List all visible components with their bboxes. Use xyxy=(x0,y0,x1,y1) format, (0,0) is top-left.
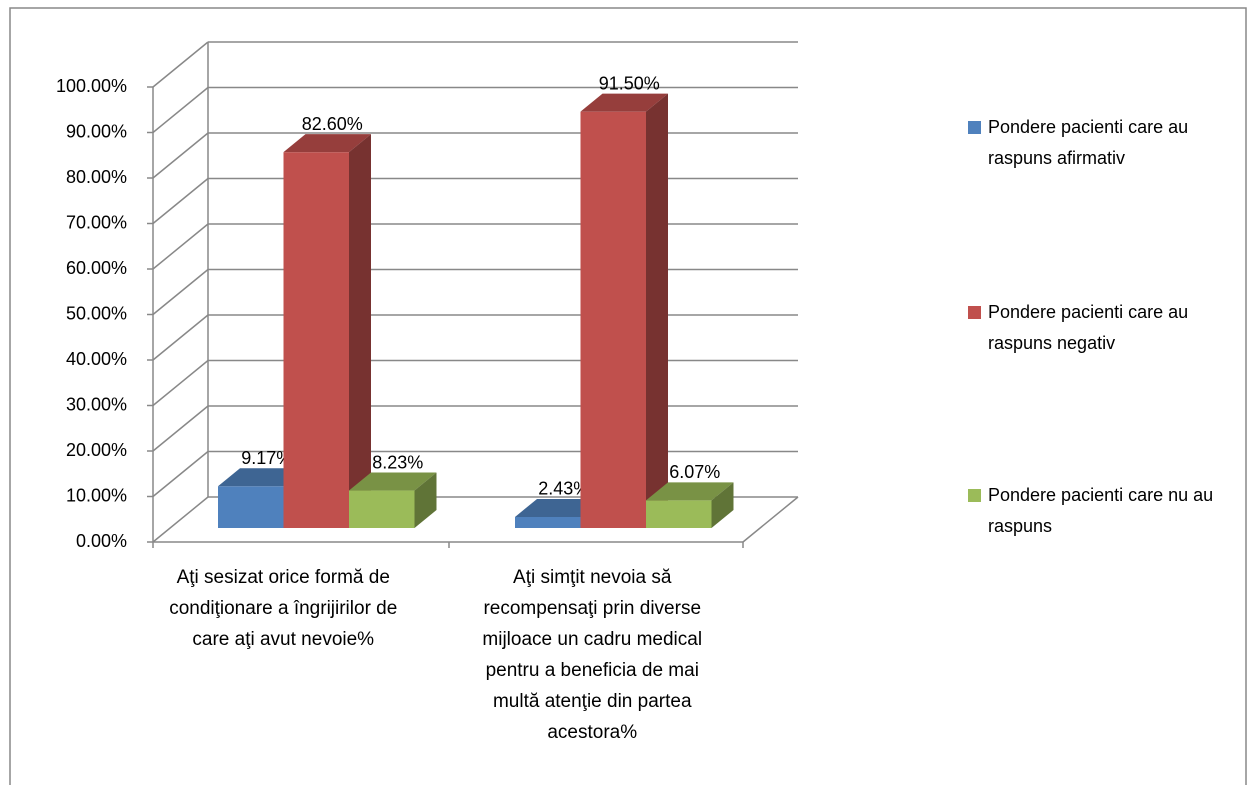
bar-front xyxy=(580,111,646,529)
legend-label: Pondere pacienti care nu au raspuns xyxy=(988,485,1214,536)
data-label: 6.07% xyxy=(669,462,720,482)
y-tick-label: 10.00% xyxy=(66,485,127,505)
data-label: 91.50% xyxy=(599,73,660,93)
grid-line-side xyxy=(152,314,209,361)
grid-line-side xyxy=(152,177,209,225)
grid-line-side xyxy=(152,450,209,498)
legend-label: Pondere pacienti care au raspuns afirmat… xyxy=(988,117,1189,168)
y-tick-label: 50.00% xyxy=(66,303,127,323)
data-label: 8.23% xyxy=(372,452,423,472)
bar-side xyxy=(646,93,668,529)
grid-line-side xyxy=(152,268,209,316)
y-tick-label: 40.00% xyxy=(66,349,127,369)
y-tick-label: 20.00% xyxy=(66,440,127,460)
legend-label: Pondere pacienti care au raspuns negativ xyxy=(988,302,1189,353)
bar-top xyxy=(646,482,734,501)
bar-front xyxy=(515,516,581,528)
bar-front xyxy=(283,152,349,529)
y-tick-label: 60.00% xyxy=(66,258,127,278)
data-label: 9.17% xyxy=(241,448,292,468)
grid-line-side xyxy=(152,223,209,270)
bar-front xyxy=(349,490,415,528)
y-tick-label: 0.00% xyxy=(76,531,127,551)
chart-border xyxy=(9,7,1247,785)
y-tick-label: 70.00% xyxy=(66,212,127,232)
data-label: 82.60% xyxy=(302,114,363,134)
legend-swatch xyxy=(968,306,981,319)
bar-side xyxy=(414,472,437,528)
bar-front xyxy=(646,500,712,528)
grid-line-side xyxy=(152,86,209,134)
y-tick-label: 80.00% xyxy=(66,167,127,187)
y-tick-label: 30.00% xyxy=(66,394,127,414)
bar-top xyxy=(580,93,668,112)
x-tick-label: Aţi simţit nevoia să recompensaţi prin d… xyxy=(482,567,703,743)
x-tick-label: Aţi sesizat orice formă de condiţionare … xyxy=(169,567,398,650)
floor-right xyxy=(742,496,799,543)
bar-front xyxy=(218,486,284,528)
grid-line-side xyxy=(152,41,209,88)
legend-swatch xyxy=(968,489,981,502)
grid-line-side xyxy=(152,496,209,543)
grid-line-side xyxy=(152,359,209,407)
data-label: 2.43% xyxy=(538,479,589,499)
y-tick-label: 90.00% xyxy=(66,121,127,141)
legend-swatch xyxy=(968,121,981,134)
y-tick-label: 100.00% xyxy=(56,76,127,96)
grid-line-side xyxy=(152,132,209,179)
bar-top xyxy=(349,472,437,491)
bar-side xyxy=(711,482,734,528)
grid-line-side xyxy=(152,405,209,452)
bar-top xyxy=(283,134,371,153)
bar-side xyxy=(349,134,371,529)
